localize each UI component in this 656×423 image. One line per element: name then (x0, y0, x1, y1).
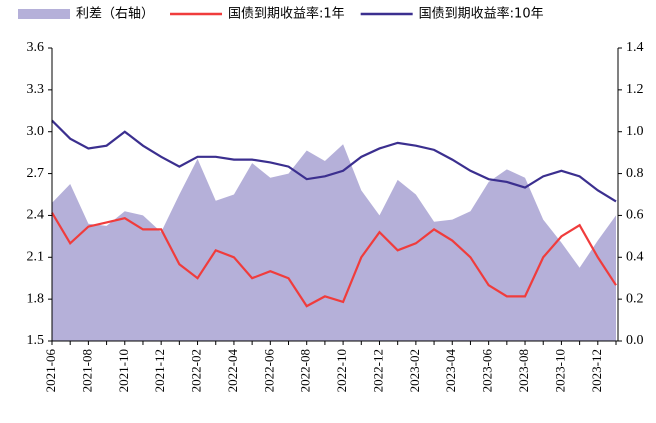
y2-tick-label: 1.2 (626, 82, 644, 97)
legend-label: 国债到期收益率:1年 (228, 6, 345, 22)
y2-tick-label: 1.0 (626, 124, 644, 139)
y-tick-label: 1.8 (27, 291, 45, 306)
legend-label: 国债到期收益率:10年 (419, 6, 544, 22)
x-tick-label: 2022-08 (298, 349, 313, 392)
y-tick-label: 2.1 (27, 250, 45, 265)
y2-tick-label: 0.0 (626, 333, 644, 348)
x-tick-label: 2023-10 (552, 349, 567, 392)
y-tick-label: 3.6 (27, 40, 45, 55)
legend-swatch (18, 9, 70, 19)
y2-tick-label: 0.4 (626, 250, 644, 265)
x-tick-label: 2023-12 (589, 349, 604, 392)
y2-tick-label: 0.6 (626, 208, 644, 223)
y2-tick-label: 0.8 (626, 166, 644, 181)
x-tick-label: 2021-08 (79, 349, 94, 392)
x-tick-label: 2022-06 (261, 349, 276, 393)
spread-area (52, 144, 616, 341)
x-tick-label: 2021-12 (152, 349, 167, 392)
yield-line (51, 119, 617, 203)
y-tick-label: 3.3 (27, 82, 45, 97)
x-tick-label: 2022-02 (189, 349, 204, 392)
y-tick-label: 1.5 (27, 333, 45, 348)
y-tick-label: 3.0 (27, 124, 45, 139)
y-tick-label: 2.7 (27, 166, 45, 181)
y2-tick-label: 0.2 (626, 291, 644, 306)
x-tick-label: 2023-04 (443, 349, 458, 393)
x-tick-label: 2022-12 (370, 349, 385, 392)
x-tick-label: 2021-06 (43, 349, 58, 393)
x-tick-label: 2023-08 (516, 349, 531, 392)
x-tick-label: 2022-04 (225, 349, 240, 393)
x-tick-label: 2023-06 (480, 349, 495, 393)
x-tick-label: 2023-02 (407, 349, 422, 392)
x-tick-label: 2022-10 (334, 349, 349, 392)
x-tick-label: 2021-10 (116, 349, 131, 392)
yield-line (51, 212, 617, 308)
y2-tick-label: 1.4 (626, 40, 644, 55)
y-tick-label: 2.4 (27, 208, 45, 223)
legend-label: 利差（右轴） (76, 7, 154, 22)
